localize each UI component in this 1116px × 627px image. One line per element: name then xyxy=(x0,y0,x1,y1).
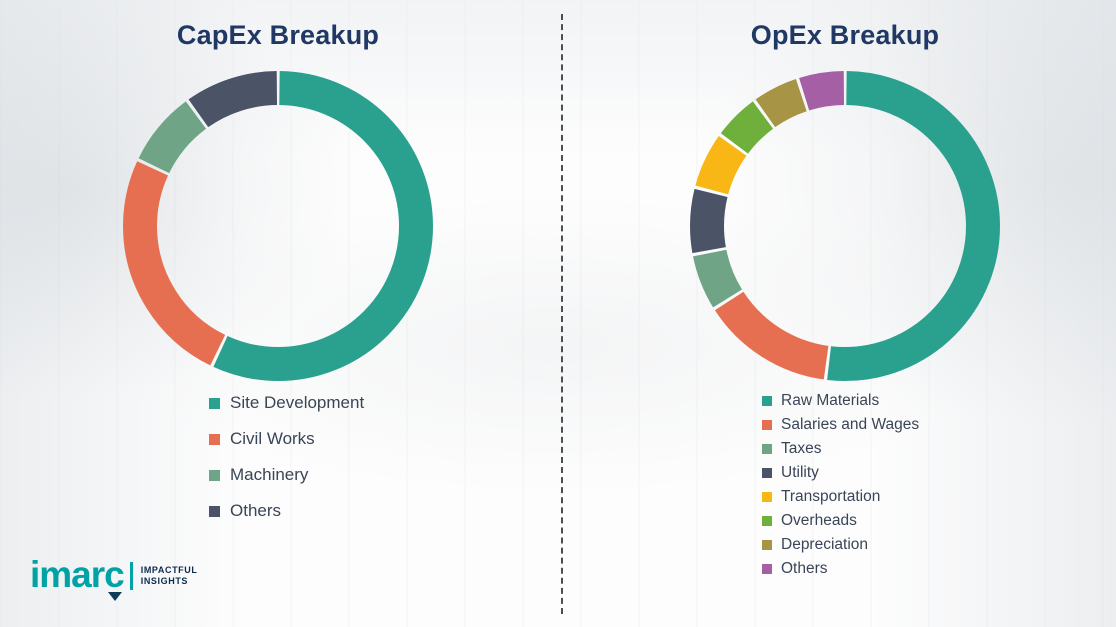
legend-label-others: Others xyxy=(781,560,828,577)
donut-segment-utility xyxy=(690,71,1000,381)
logo-tagline: IMPACTFUL INSIGHTS xyxy=(141,565,198,587)
legend-swatch-raw-materials xyxy=(762,396,772,406)
legend-swatch-salaries-and-wages xyxy=(762,420,772,430)
logo-triangle-icon xyxy=(108,592,122,601)
legend-label-transportation: Transportation xyxy=(781,488,881,505)
legend-item-others: Others xyxy=(209,501,364,521)
legend-swatch-others xyxy=(762,564,772,574)
legend-item-salaries-and-wages: Salaries and Wages xyxy=(762,416,919,434)
capex-legend: Site Development Civil Works Machinery Othe… xyxy=(209,393,364,537)
legend-label-taxes: Taxes xyxy=(781,440,822,457)
legend-swatch-depreciation xyxy=(762,540,772,550)
legend-label-site-development: Site Development xyxy=(230,393,365,412)
legend-swatch-utility xyxy=(762,468,772,478)
donut-segment-civil-works xyxy=(123,71,433,381)
legend-item-civil-works: Civil Works xyxy=(209,429,364,449)
legend-swatch-others xyxy=(209,505,220,517)
legend-swatch-transportation xyxy=(762,492,772,502)
donut-segment-raw-materials xyxy=(690,71,1000,381)
legend-item-transportation: Transportation xyxy=(762,488,919,506)
legend-item-others: Others xyxy=(762,560,919,578)
capex-chart-title: CapEx Breakup xyxy=(176,20,380,50)
legend-item-raw-materials: Raw Materials xyxy=(762,392,919,410)
legend-label-overheads: Overheads xyxy=(781,512,857,529)
legend-label-salaries-and-wages: Salaries and Wages xyxy=(781,416,920,433)
legend-swatch-site-development xyxy=(209,397,220,409)
legend-label-raw-materials: Raw Materials xyxy=(781,392,880,409)
opex-donut-chart xyxy=(689,70,1001,382)
donut-segment-site-development xyxy=(123,71,433,381)
opex-donut-svg xyxy=(690,71,1000,381)
opex-legend: Raw Materials Salaries and Wages Taxes Util… xyxy=(762,392,919,584)
legend-label-depreciation: Depreciation xyxy=(781,536,869,553)
logo-tagline-line2: INSIGHTS xyxy=(140,576,189,586)
legend-swatch-taxes xyxy=(762,444,772,454)
legend-item-utility: Utility xyxy=(762,464,919,482)
legend-item-taxes: Taxes xyxy=(762,440,919,458)
legend-label-utility: Utility xyxy=(781,464,819,481)
legend-label-civil-works: Civil Works xyxy=(230,429,315,448)
legend-label-machinery: Machinery xyxy=(230,465,309,484)
section-divider xyxy=(561,14,563,614)
legend-label-others: Others xyxy=(230,501,282,520)
legend-item-machinery: Machinery xyxy=(209,465,364,485)
opex-chart-title: OpEx Breakup xyxy=(750,20,940,50)
capex-donut-chart xyxy=(122,70,434,382)
logo-tagline-line1: IMPACTFUL xyxy=(140,565,198,575)
legend-swatch-overheads xyxy=(762,516,772,526)
logo-brand-text: imarc xyxy=(30,554,125,595)
imarc-logo: imarc IMPACTFUL INSIGHTS xyxy=(30,554,198,601)
logo-divider-bar xyxy=(129,561,133,590)
legend-swatch-civil-works xyxy=(209,433,220,445)
legend-swatch-machinery xyxy=(209,469,220,481)
legend-item-overheads: Overheads xyxy=(762,512,919,530)
legend-item-depreciation: Depreciation xyxy=(762,536,919,554)
legend-item-site-development: Site Development xyxy=(209,393,364,413)
capex-donut-svg xyxy=(123,71,433,381)
